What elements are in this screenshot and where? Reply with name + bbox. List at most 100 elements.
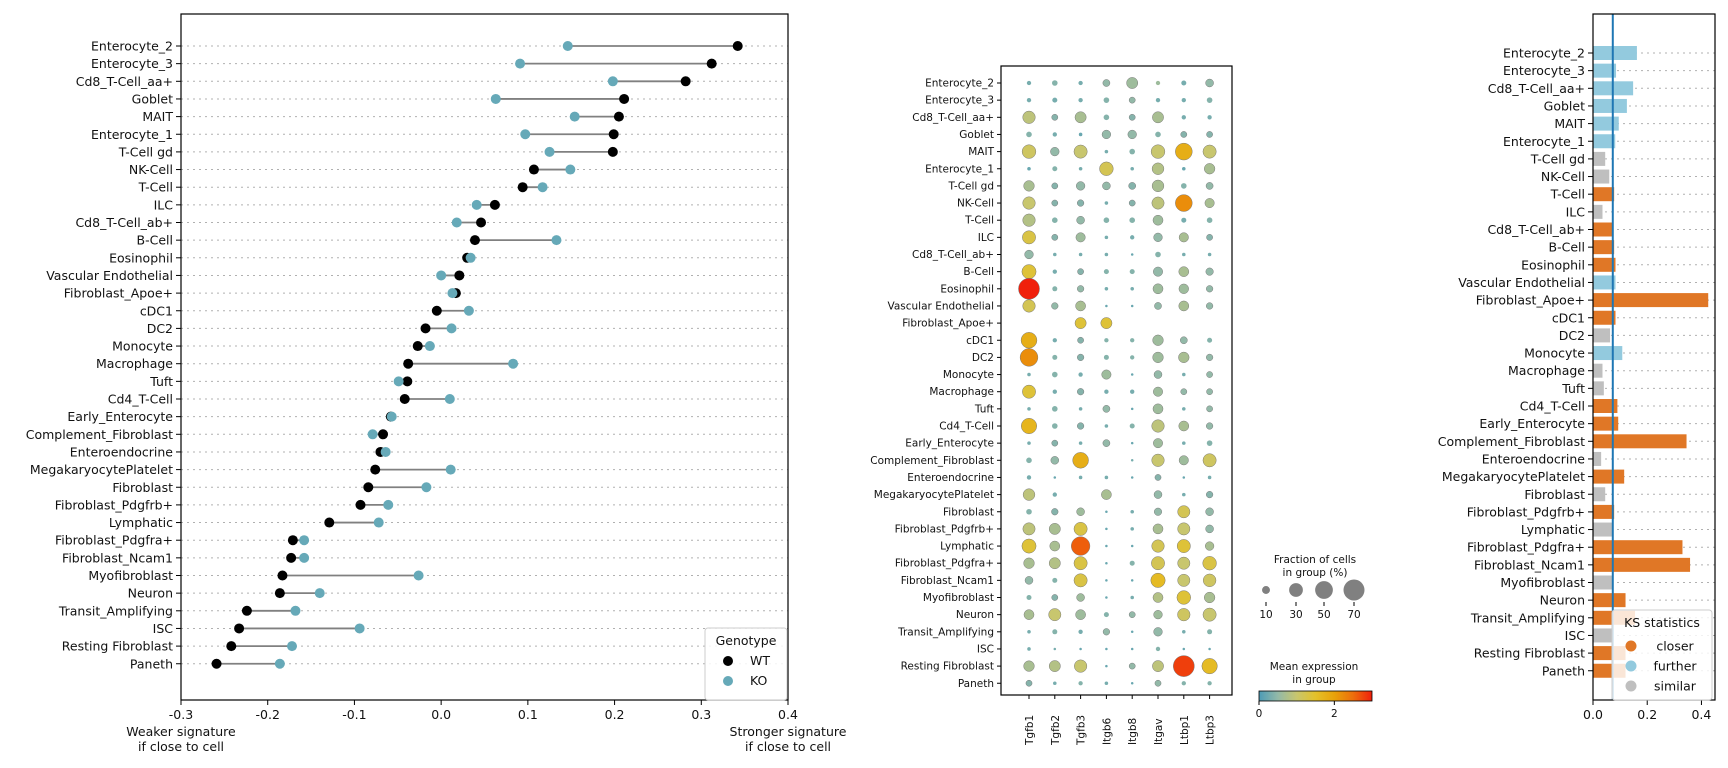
expression-dot [1101,369,1112,380]
gene-label: Tgfb2 [1050,715,1062,746]
wt-point [324,517,335,528]
expression-dot [1078,372,1083,377]
expression-dot [1103,354,1109,360]
ko-point [562,41,573,51]
ko-point [314,588,325,599]
x-tick-label: 0.2 [1637,707,1657,722]
expression-dot [1155,131,1161,138]
expression-dot [1102,439,1111,447]
y-tick-label: Goblet [132,91,173,106]
wt-point [454,270,465,281]
colorbar-tick-label: 2 [1331,708,1338,720]
y-tick-label: Macrophage [1508,363,1585,378]
expression-dot [1104,389,1109,394]
cell-label: Neuron [956,609,994,621]
expression-dot [1153,386,1163,397]
y-tick-label: Fibroblast_Ncam1 [62,550,173,565]
expression-dot [1152,334,1164,346]
size-legend-dot [1315,581,1333,599]
expression-dot [1051,80,1058,86]
ko-point [299,552,310,563]
ko-point [354,623,365,634]
expression-dot [1078,441,1083,445]
expression-dot [1050,456,1060,465]
expression-dot [1129,269,1135,275]
expression-dot [1027,166,1031,171]
ks-bar-chart: Enterocyte_2 Enterocyte_3 Cd8_T-Cell_aa+ Go… [1438,13,1716,722]
expression-dot [1130,304,1134,308]
expression-dot [1182,407,1186,411]
y-tick-label: Enterocyte_3 [1503,63,1585,78]
y-tick-label: T-Cell gd [1530,151,1585,166]
expression-dot [1130,373,1134,376]
expression-dot [1078,475,1083,480]
expression-dot [1022,213,1036,227]
expression-dot [1052,354,1058,360]
expression-dot [1053,647,1057,651]
y-tick-label: T-Cell [138,180,173,195]
y-tick-label: Neuron [1540,593,1585,608]
wt-point [619,93,630,104]
gene-label: Tgfb3 [1076,715,1088,746]
expression-dot [1078,681,1083,686]
x-tick-label: 0.4 [1691,707,1711,722]
expression-dot [1175,194,1193,212]
expression-dot [1178,266,1190,277]
expression-dot [1180,388,1188,396]
expression-dot [1129,423,1135,429]
expression-dot [1207,475,1212,480]
expression-dot [1154,679,1162,687]
expression-dot [1129,560,1135,566]
expression-dot [1152,592,1164,603]
expression-dot [1022,384,1036,399]
expression-dot [1130,647,1134,651]
ks-legend-label-similar: similar [1654,679,1697,694]
wt-point [403,358,414,369]
expression-dot [1051,423,1058,429]
ko-point [446,323,457,334]
expression-dot [1101,129,1111,140]
expression-dot [1026,594,1032,601]
expression-dot [1152,283,1164,295]
cell-label: ILC [978,232,994,244]
y-tick-label: T-Cell [1550,187,1585,202]
expression-dot [1129,217,1136,224]
ko-point [471,199,482,210]
x-tick-label: -0.3 [169,707,193,722]
expression-dot [1153,507,1163,516]
expression-dot [1128,182,1136,190]
dotplot-gene-labels: Tgfb1 Tgfb2 Tgfb3 Itgb6 Itgb8 Itgav Ltbp1 Ltbp3 [1024,695,1217,746]
expression-dot [1022,522,1036,536]
expression-dot [1071,536,1091,556]
expression-dot [1077,285,1085,293]
ko-point [373,517,384,528]
wt-point [378,429,389,440]
gene-label: Tgfb1 [1024,715,1036,746]
expression-dot [1206,405,1213,413]
y-tick-label: Vascular Endothelial [46,268,173,283]
ko-point [537,182,548,193]
dumbbell-y-tick-labels: Enterocyte_2 Enterocyte_3 Cd8_T-Cell_aa+ Go… [26,39,181,671]
y-tick-label: Transit_Amplifying [58,603,173,618]
expression-dot [1130,544,1134,548]
expression-dot [1181,97,1186,103]
expression-dot [1151,556,1165,571]
y-tick-label: Fibroblast_Apoe+ [64,286,173,301]
x-tick-label: 0.1 [518,707,538,722]
expression-dot [1206,371,1213,378]
expression-dot [1153,610,1163,620]
expression-dot [1102,79,1111,87]
y-tick-label: T-Cell gd [118,144,173,159]
dotplot-cell-labels: Enterocyte_2 Enterocyte_3 Cd8_T-Cell_aa+ Go… [870,78,1001,690]
y-tick-label: Tuft [1561,381,1585,396]
y-tick-label: Cd8_T-Cell_ab+ [75,215,173,230]
expression-dot [1130,527,1134,531]
expression-dot [1051,234,1059,241]
y-tick-label: Fibroblast_Pdgfrb+ [55,497,173,512]
expression-dot [1023,180,1035,192]
expression-dot [1155,97,1161,103]
ks-bar [1593,151,1606,166]
ko-point [424,341,435,352]
legend-ko-label: KO [750,673,768,688]
expression-dot [1130,476,1134,479]
